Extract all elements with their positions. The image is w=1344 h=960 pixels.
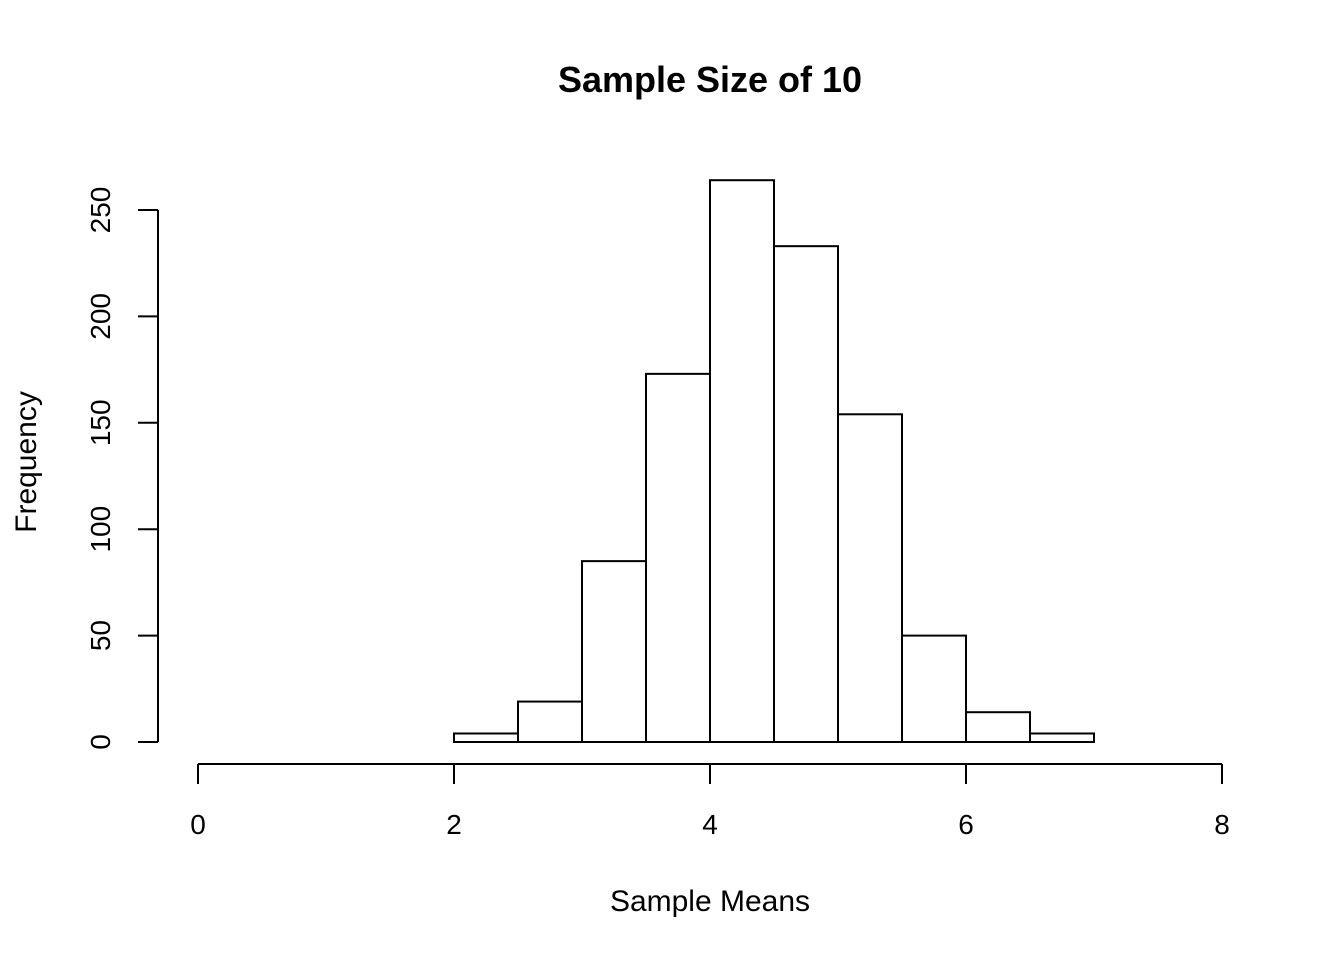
histogram-bar (517, 700, 583, 743)
histogram-bar (773, 245, 839, 743)
y-tick-label: 200 (85, 293, 116, 340)
histogram-bar (965, 711, 1031, 744)
histogram-bar (453, 732, 519, 743)
histogram-bar (837, 413, 903, 743)
histogram-bar (581, 560, 647, 743)
x-tick-label: 8 (1214, 809, 1230, 840)
y-tick-label: 150 (85, 399, 116, 446)
x-tick-label: 0 (190, 809, 206, 840)
histogram-bar (1029, 732, 1095, 743)
y-tick-label: 50 (85, 620, 116, 651)
histogram-bar (709, 179, 775, 743)
histogram-bars (453, 179, 1095, 744)
x-axis: 0 2 4 6 8 (190, 763, 1230, 840)
y-tick-label: 0 (85, 734, 116, 750)
y-tick-label: 250 (85, 187, 116, 234)
histogram-bar (901, 634, 967, 743)
x-tick-label: 2 (446, 809, 462, 840)
y-axis: 0 50 100 150 200 250 (85, 187, 159, 750)
y-tick-label: 100 (85, 506, 116, 553)
x-tick-label: 4 (702, 809, 718, 840)
y-axis-label: Frequency (10, 391, 43, 533)
x-axis-label: Sample Means (610, 885, 810, 918)
histogram-bar (645, 372, 711, 743)
x-tick-label: 6 (958, 809, 974, 840)
chart-title: Sample Size of 10 (558, 59, 862, 100)
